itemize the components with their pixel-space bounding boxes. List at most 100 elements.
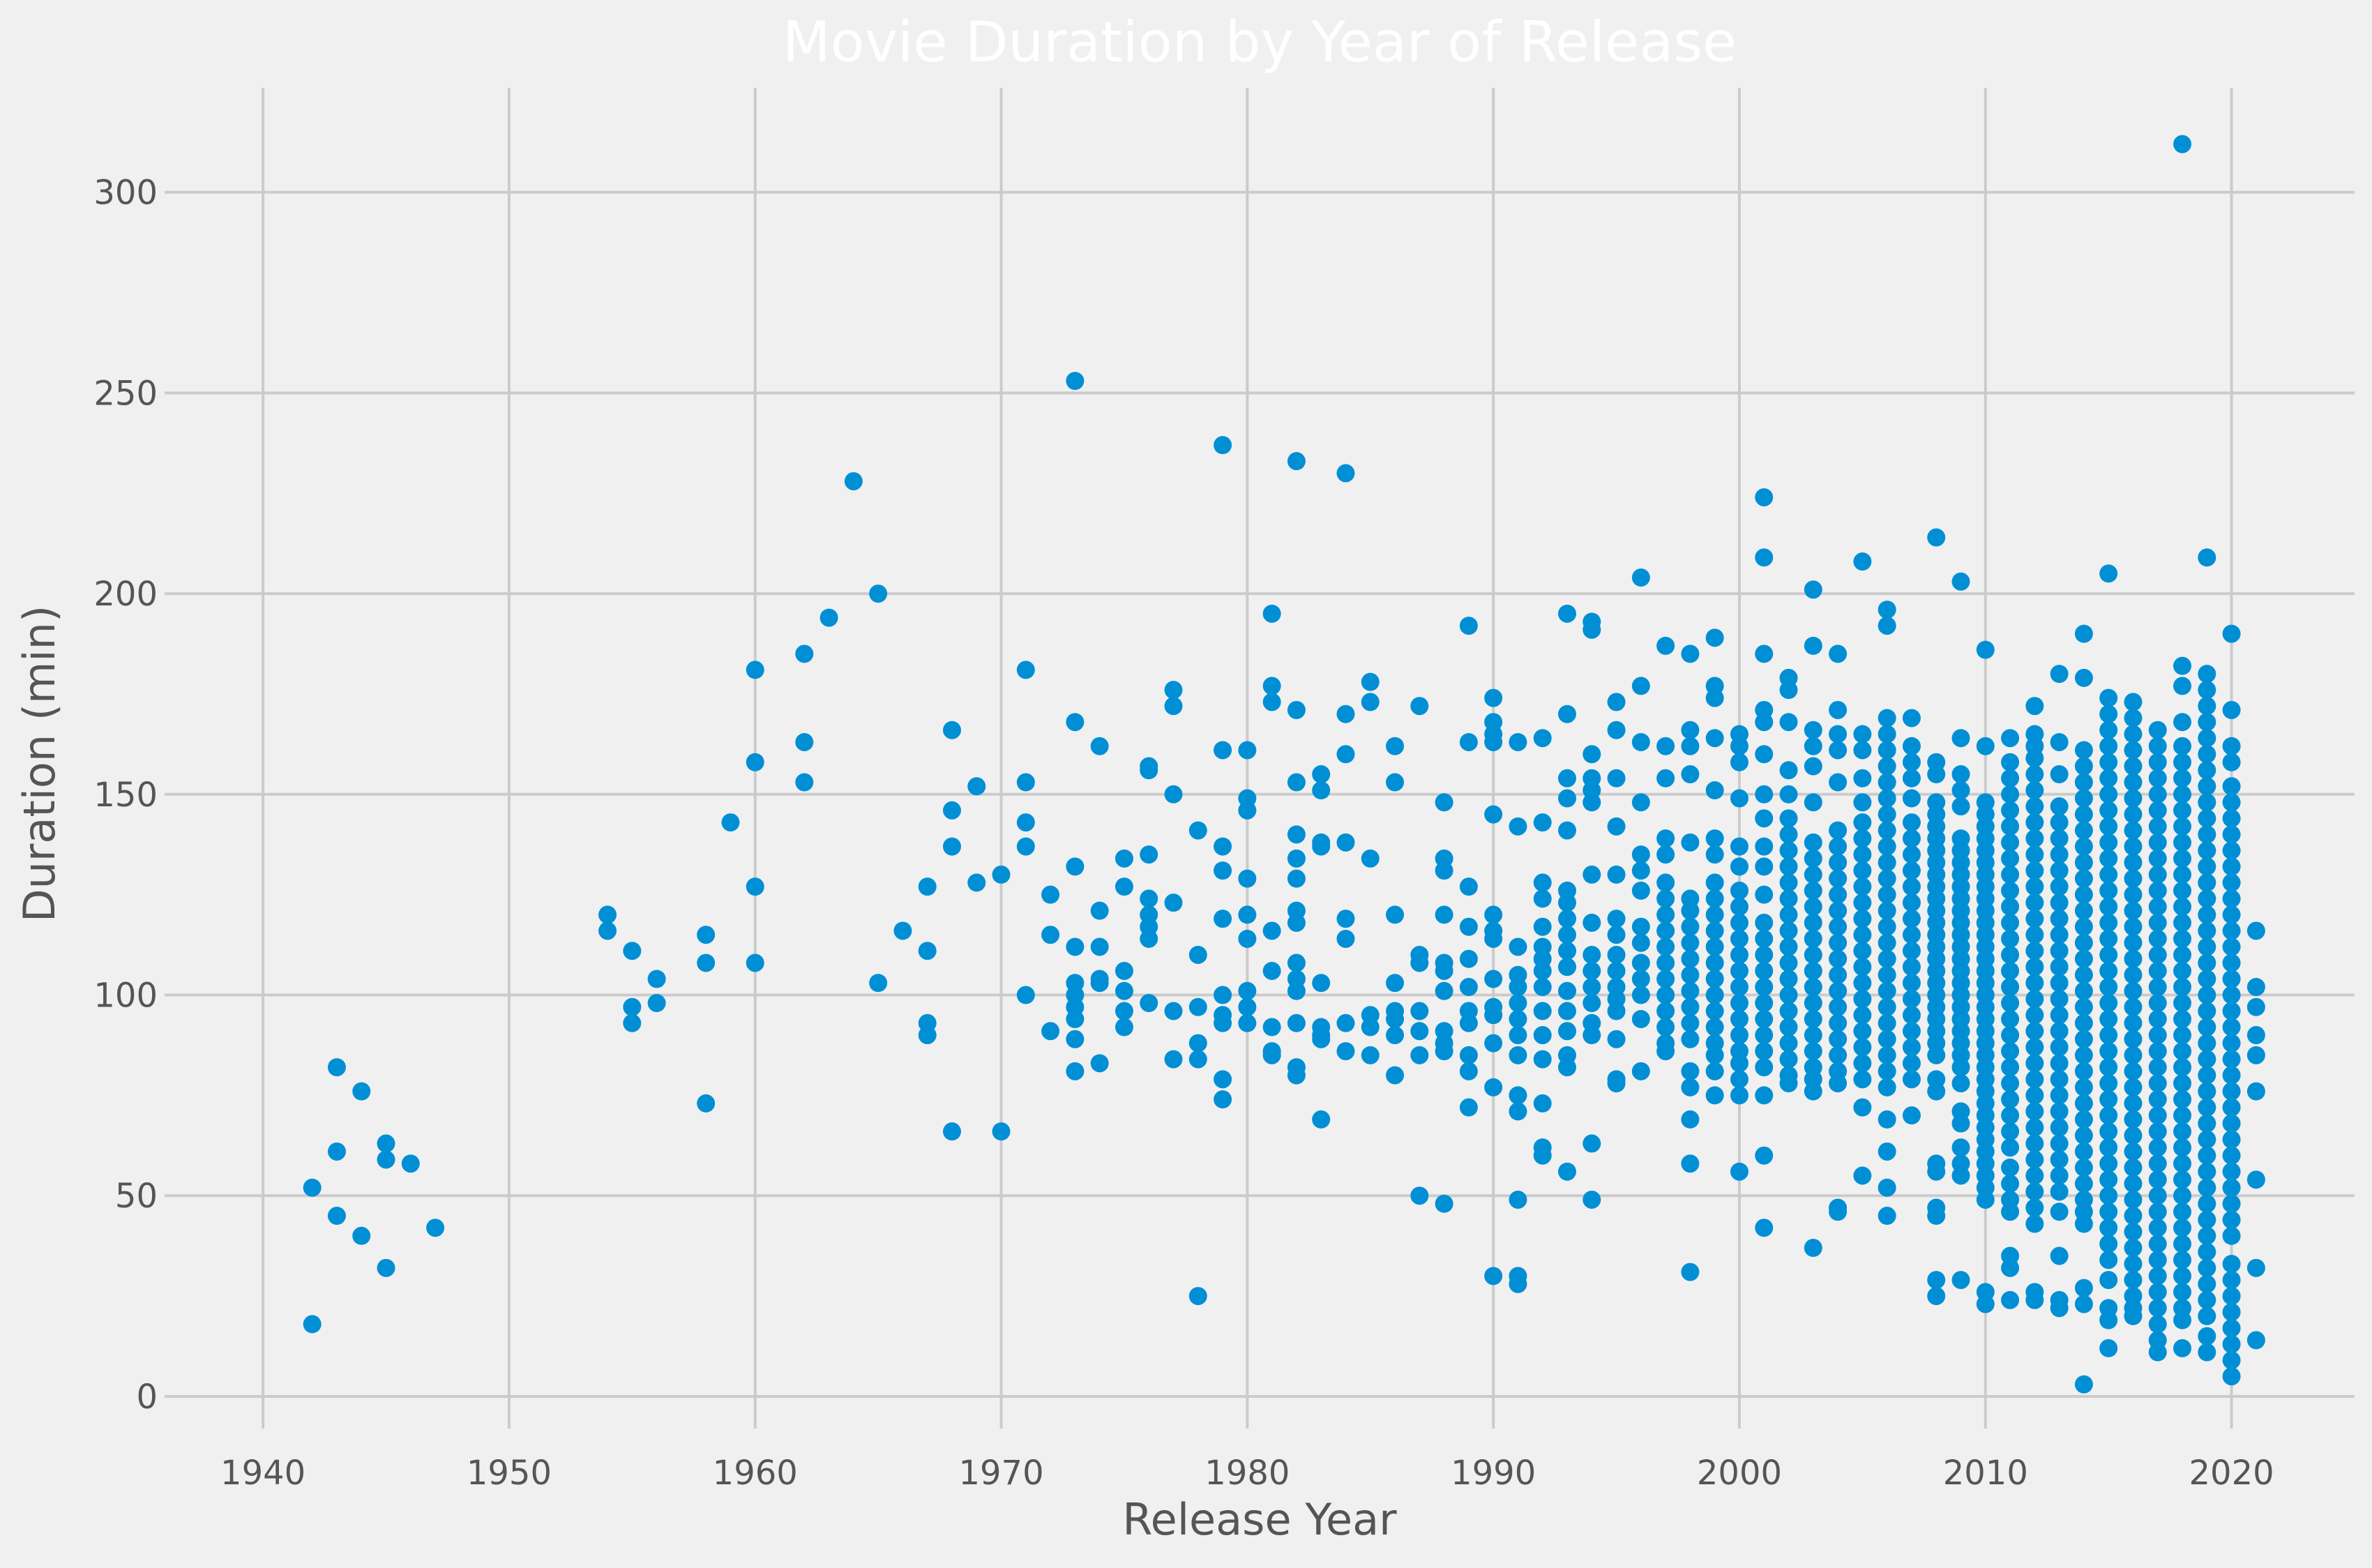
data-point [2099,721,2118,739]
data-point [2074,757,2093,776]
data-point [1878,997,1896,1016]
data-point [2124,1306,2143,1325]
data-point [2074,949,2093,968]
data-point [2001,881,2020,900]
data-point [1214,986,1232,1004]
data-point [1878,1207,1896,1226]
data-point [1656,970,1675,988]
data-point [2222,1255,2241,1274]
data-point [1656,1018,1675,1036]
data-point [1902,990,1921,1009]
data-point [1902,958,1921,977]
data-point [2124,1094,2143,1113]
data-point [1853,861,1872,880]
data-point [2173,753,2192,771]
data-point [1730,929,1748,948]
data-point [1730,961,1748,980]
data-point [1779,953,1798,972]
data-point [1312,765,1331,784]
data-point [1878,1178,1896,1197]
data-point [2099,1138,2118,1157]
data-point [1533,1002,1552,1020]
data-point [2124,1239,2143,1258]
data-point [2222,873,2241,892]
data-point [2001,801,2020,820]
data-point [1902,1054,1921,1073]
data-point [2246,1258,2265,1277]
data-point [1656,769,1675,787]
data-point [1902,910,1921,928]
data-point [2001,897,2020,916]
data-point [2074,1110,2093,1129]
data-point [1779,841,1798,860]
data-point [2148,929,2167,948]
data-point [1386,773,1405,792]
data-point [2025,910,2044,928]
data-point [1287,953,1306,972]
data-point [1804,721,1822,739]
data-point [2173,677,2192,695]
data-point [2148,1186,2167,1205]
data-point [2025,749,2044,767]
data-point [2025,1022,2044,1041]
data-point [1804,849,1822,868]
data-point [2198,1274,2216,1293]
data-point [1188,1050,1207,1069]
data-point [1853,1070,1872,1089]
data-point [2025,1086,2044,1105]
data-point [2198,889,2216,908]
data-point [1779,1050,1798,1069]
data-point [2173,1235,2192,1253]
data-point [1829,917,1848,936]
data-point [1607,926,1626,944]
data-point [1951,729,1970,748]
data-point [2198,1114,2216,1133]
data-point [2050,813,2069,832]
data-point [1705,889,1724,908]
data-point [2148,978,2167,997]
data-point [1188,1287,1207,1306]
data-point [2124,1158,2143,1177]
data-point [2050,1054,2069,1073]
data-point [1853,942,1872,960]
data-point [2050,1203,2069,1221]
data-point [1090,737,1109,755]
data-point [1090,937,1109,956]
data-point [1878,965,1896,984]
data-point [2148,994,2167,1013]
data-point [1533,873,1552,892]
data-point [1656,986,1675,1004]
data-point [1681,1013,1700,1032]
data-point [1336,704,1355,723]
data-point [2124,853,2143,872]
data-point [1582,961,1601,980]
data-point [2001,929,2020,948]
data-point [1582,865,1601,884]
data-point [1853,894,1872,912]
data-point [1779,970,1798,988]
data-point [2124,997,2143,1016]
data-point [2050,877,2069,896]
data-point [623,1013,642,1032]
data-point [2173,801,2192,820]
data-point [2001,1122,2020,1141]
data-point [1016,661,1035,679]
data-point [2074,837,2093,856]
data-point [2124,1271,2143,1290]
data-point [1582,620,1601,639]
data-point [1533,1094,1552,1113]
data-point [2124,1078,2143,1096]
data-point [1681,833,1700,852]
data-point [2222,1319,2241,1338]
data-point [1951,781,1970,800]
data-point [1386,1066,1405,1085]
data-point [2074,624,2093,643]
data-point [1214,1070,1232,1089]
data-point [1730,945,1748,964]
data-point [1558,1022,1577,1041]
data-point [1951,765,1970,784]
data-point [967,873,986,892]
data-point [1509,817,1527,836]
data-point [2173,929,2192,948]
data-point [1484,970,1503,988]
